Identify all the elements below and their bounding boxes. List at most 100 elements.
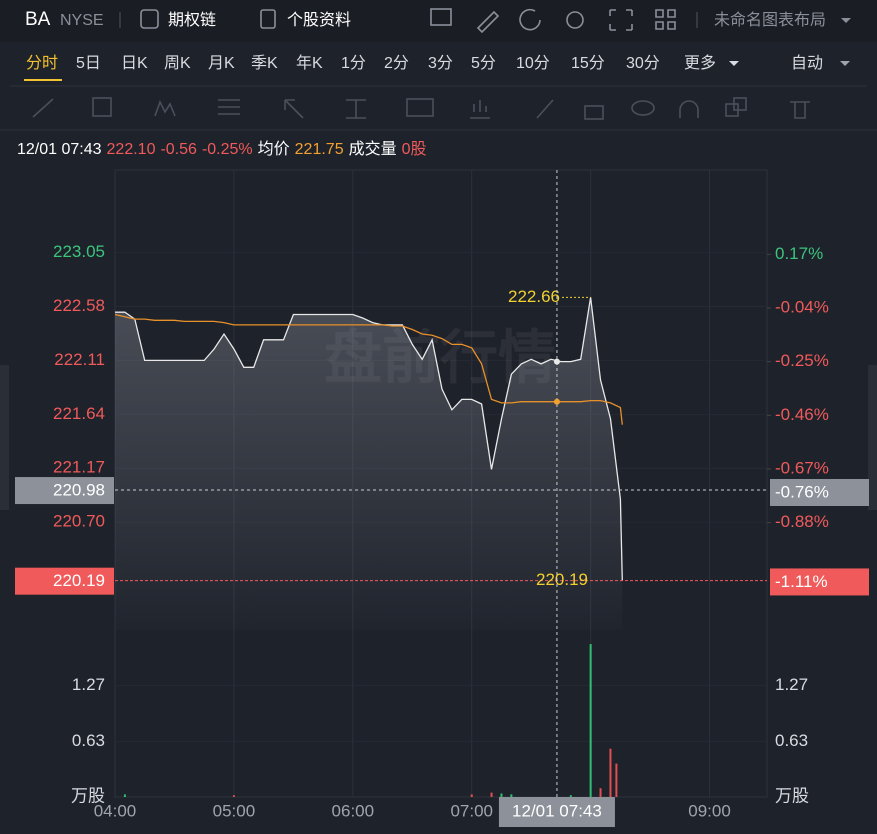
- volume-bar: [569, 795, 572, 797]
- last-pct-box: [770, 568, 869, 596]
- period-tab[interactable]: 分时: [26, 54, 58, 72]
- last-box: [15, 567, 114, 595]
- period-tab[interactable]: 5日: [76, 55, 101, 72]
- active-underline: [24, 79, 62, 81]
- tool[interactable]: [32, 98, 54, 118]
- tool[interactable]: [584, 105, 604, 120]
- avg-line: [114, 313, 623, 425]
- y-tick-label: 221.64: [53, 404, 105, 423]
- x-tick-label: 05:00: [213, 801, 256, 820]
- layout-icon[interactable]: [655, 9, 676, 30]
- profile-icon[interactable]: [260, 9, 276, 29]
- cursor-price-dot: [553, 358, 560, 365]
- dropdown-arrow: [840, 61, 850, 66]
- volume-bar: [470, 794, 473, 797]
- option-icon[interactable]: [140, 9, 159, 29]
- tool[interactable]: [406, 98, 434, 117]
- info-price: 222.10: [107, 141, 156, 158]
- cursor-pct: -0.76%: [775, 482, 829, 501]
- period-tab[interactable]: 季K: [251, 54, 278, 72]
- vol-tick-label: 1.27: [775, 675, 808, 694]
- toolbar-icons: [430, 8, 676, 34]
- info-vol: 0股: [402, 140, 427, 158]
- settings-icon[interactable]: [566, 11, 584, 29]
- drawing-tools: [32, 97, 810, 120]
- info-avg: 221.75: [295, 141, 344, 158]
- volume-bar: [609, 748, 612, 797]
- y-tick-label: 221.17: [53, 458, 105, 477]
- info-pct: -0.25%: [202, 141, 253, 158]
- period-tab[interactable]: 年K: [296, 54, 323, 72]
- tool[interactable]: [790, 101, 810, 119]
- tool[interactable]: [631, 100, 655, 116]
- draw-icon[interactable]: [476, 10, 500, 34]
- tool[interactable]: [92, 97, 112, 117]
- y-tick-label: 222.11: [54, 350, 105, 369]
- cursor-time: 12/01 07:43: [512, 801, 602, 820]
- period-tab[interactable]: 5分: [471, 54, 496, 72]
- period-tab[interactable]: 更多: [684, 54, 716, 72]
- price-line: [115, 297, 623, 581]
- exchange: NYSE: [60, 12, 104, 29]
- period-tab[interactable]: 15分: [571, 54, 605, 72]
- period-tabs: 分时 5日 日K 周K 月K 季K 年K 1分 2分 3分 5分 10分 15分 30分 更多: [26, 54, 716, 72]
- x-tick-label: 07:00: [450, 801, 493, 820]
- period-tab[interactable]: 月K: [208, 55, 235, 72]
- period-tab[interactable]: 1分: [341, 54, 366, 72]
- x-tick-label: 06:00: [332, 801, 375, 820]
- cursor-price-box: [15, 477, 114, 505]
- cursor-avg-dot: [553, 398, 560, 405]
- x-tick-label: 09:00: [688, 801, 731, 820]
- tool[interactable]: [733, 97, 747, 111]
- cursor-price: 220.98: [53, 481, 105, 500]
- tool[interactable]: [470, 100, 490, 119]
- layout-name[interactable]: 未命名图表布局: [714, 11, 826, 29]
- y-tick-label: 220.70: [53, 512, 105, 531]
- x-tick-label: 04:00: [94, 801, 137, 820]
- tool[interactable]: [284, 99, 304, 119]
- y2-tick-label: -0.88%: [775, 512, 829, 531]
- period-tab[interactable]: 30分: [626, 54, 660, 72]
- tool[interactable]: [346, 99, 366, 119]
- period-tab[interactable]: 2分: [384, 54, 409, 72]
- refresh-icon[interactable]: [519, 8, 541, 31]
- info-vol-label: 成交量: [349, 140, 397, 158]
- y2-tick-label: -0.46%: [775, 405, 829, 424]
- cursor-time-box: [498, 797, 615, 827]
- low-label: 220.19: [536, 570, 588, 589]
- y2-tick-label: -0.25%: [775, 351, 829, 370]
- symbol: BA: [25, 9, 51, 30]
- indicator-icon[interactable]: [430, 8, 452, 26]
- vol-tick-label: 0.63: [72, 731, 105, 750]
- y-tick-label: 223.05: [53, 242, 105, 261]
- dropdown-arrow: [841, 18, 851, 23]
- tool[interactable]: [679, 100, 699, 118]
- vol-unit: 万股: [775, 786, 809, 805]
- period-tab[interactable]: 周K: [164, 55, 191, 72]
- period-tab[interactable]: 日K: [121, 55, 148, 72]
- volume-bar: [589, 644, 592, 797]
- vol-tick-label: 1.27: [72, 675, 105, 694]
- volume-bar: [599, 788, 602, 797]
- tool[interactable]: [154, 99, 176, 117]
- cursor-pct-box: [770, 479, 869, 506]
- volume-bar: [123, 794, 126, 797]
- tool[interactable]: [536, 99, 554, 119]
- dropdown-arrow: [729, 61, 739, 66]
- fullscreen-icon[interactable]: [609, 9, 633, 31]
- volume-bar: [490, 792, 493, 797]
- vol-unit: 万股: [71, 786, 105, 805]
- profile-link[interactable]: 个股资料: [287, 11, 351, 29]
- high-label: 222.66: [508, 287, 560, 306]
- info-label: 12/01 07:43: [17, 141, 102, 158]
- tool[interactable]: [218, 99, 240, 115]
- vol-tick-label: 0.63: [775, 731, 808, 750]
- info-change: -0.56: [160, 141, 197, 158]
- mode[interactable]: 自动: [791, 54, 823, 72]
- volume-bar: [500, 793, 503, 797]
- top-bar: [0, 0, 877, 42]
- period-tab[interactable]: 3分: [428, 54, 453, 72]
- option-link[interactable]: 期权链: [168, 11, 216, 29]
- period-tab[interactable]: 10分: [516, 54, 550, 72]
